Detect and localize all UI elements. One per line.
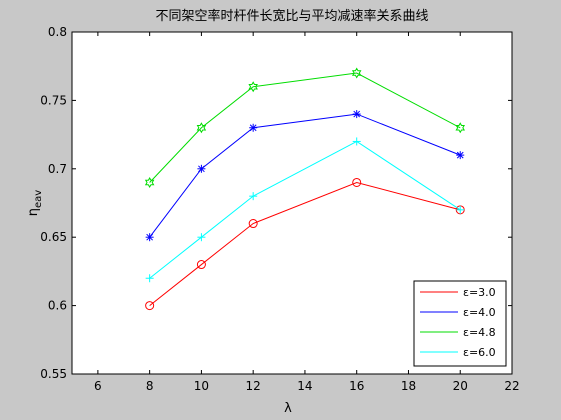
data-point	[352, 137, 361, 146]
y-tick-label: 0.65	[40, 230, 67, 244]
y-axis-label-subscript: eav	[33, 190, 44, 208]
data-point	[455, 122, 465, 134]
data-point	[144, 176, 155, 188]
legend: ε=3.0 ε=4.0 ε=4.8 ε=6.0	[413, 280, 507, 367]
legend-item: ε=4.0	[420, 306, 496, 319]
y-axis-label: ηeav	[26, 190, 44, 217]
data-point	[351, 67, 362, 79]
data-point	[249, 123, 258, 132]
data-point	[352, 110, 361, 119]
legend-item: ε=4.8	[420, 326, 496, 339]
x-axis-label: λ	[284, 401, 292, 416]
data-point	[249, 192, 258, 201]
plot-frame	[71, 31, 513, 375]
series-line	[149, 181, 461, 306]
y-tick-label: 0.7	[48, 162, 67, 176]
legend-label: ε=4.0	[463, 306, 496, 319]
series-2	[145, 110, 465, 242]
data-point	[145, 274, 154, 283]
legend-label: ε=4.8	[463, 326, 496, 339]
x-tick-label: 20	[453, 379, 468, 393]
data-point	[352, 177, 362, 187]
data-point	[197, 164, 206, 173]
data-point	[196, 122, 207, 134]
y-tick-label: 0.55	[40, 367, 67, 381]
x-tick-label: 22	[504, 379, 519, 393]
data-point	[248, 219, 258, 229]
legend-item: ε=3.0	[420, 286, 496, 299]
data-point	[248, 81, 258, 93]
x-tick-label: 12	[246, 379, 261, 393]
data-point	[456, 205, 465, 214]
data-point	[456, 151, 465, 160]
data-point	[196, 260, 206, 270]
y-axis-label-main: η	[26, 208, 41, 216]
data-point	[197, 233, 206, 242]
x-tick-label: 10	[194, 379, 209, 393]
data-point	[145, 301, 155, 311]
x-tick-label: 14	[297, 379, 312, 393]
y-tick-label: 0.8	[48, 25, 67, 39]
legend-label: ε=6.0	[463, 346, 496, 359]
chart-title: 不同架空率时杆件长宽比与平均减速率关系曲线	[155, 8, 428, 24]
x-tick-label: 18	[401, 379, 416, 393]
x-tick-label: 16	[349, 379, 364, 393]
x-tick-label: 6	[94, 379, 102, 393]
series-line	[149, 72, 461, 183]
y-tick-label: 0.6	[48, 299, 67, 313]
legend-label: ε=3.0	[463, 286, 496, 299]
series-3	[144, 67, 465, 188]
legend-item: ε=6.0	[420, 346, 496, 359]
y-tick-label: 0.75	[40, 93, 67, 107]
series-4	[145, 137, 465, 283]
data-point	[145, 233, 154, 242]
x-tick-label: 8	[146, 379, 154, 393]
